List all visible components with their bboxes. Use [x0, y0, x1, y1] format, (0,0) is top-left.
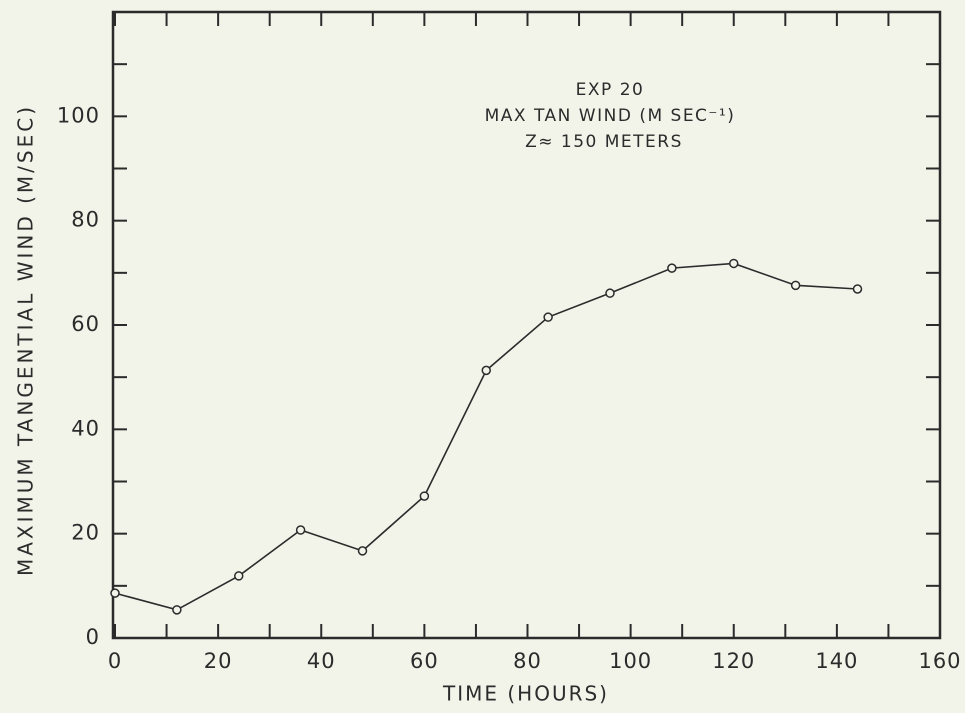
data-point [172, 605, 182, 615]
y-tick-label: 20 [71, 521, 100, 545]
y-tick-label: 0 [86, 625, 100, 649]
y-tick-label: 40 [71, 416, 100, 440]
x-tick-label: 80 [513, 649, 542, 673]
data-point [729, 258, 739, 269]
x-axis-label: TIME (HOURS) [442, 682, 609, 706]
annotation: Z≈ 150 METERS [525, 132, 683, 152]
data-point [295, 525, 306, 535]
y-tick-label: 100 [57, 103, 100, 127]
x-tick-label: 140 [815, 649, 858, 673]
data-point [790, 280, 801, 291]
x-tick-label: 20 [204, 649, 233, 673]
annotation: MAX TAN WIND (M SEC⁻¹) [485, 106, 736, 126]
x-tick-label: 40 [307, 649, 336, 673]
data-point [543, 312, 553, 322]
x-tick-label: 100 [609, 649, 652, 673]
y-tick-label: 60 [71, 312, 100, 336]
data-point [667, 263, 677, 273]
data-point [110, 588, 120, 598]
y-axis-label: MAXIMUM TANGENTIAL WIND (M/SEC) [14, 104, 38, 576]
x-tick-label: 0 [108, 649, 122, 673]
y-tick-label: 80 [71, 208, 100, 232]
x-tick-label: 120 [712, 649, 755, 673]
data-point [605, 288, 615, 298]
data-point [357, 546, 368, 556]
data-line [114, 262, 858, 611]
data-point [419, 491, 430, 501]
x-tick-label: 160 [918, 649, 961, 673]
annotation: EXP 20 [576, 80, 645, 100]
data-point [234, 571, 244, 581]
x-tick-label: 60 [410, 649, 439, 673]
data-point [481, 365, 491, 376]
data-point [852, 284, 863, 294]
